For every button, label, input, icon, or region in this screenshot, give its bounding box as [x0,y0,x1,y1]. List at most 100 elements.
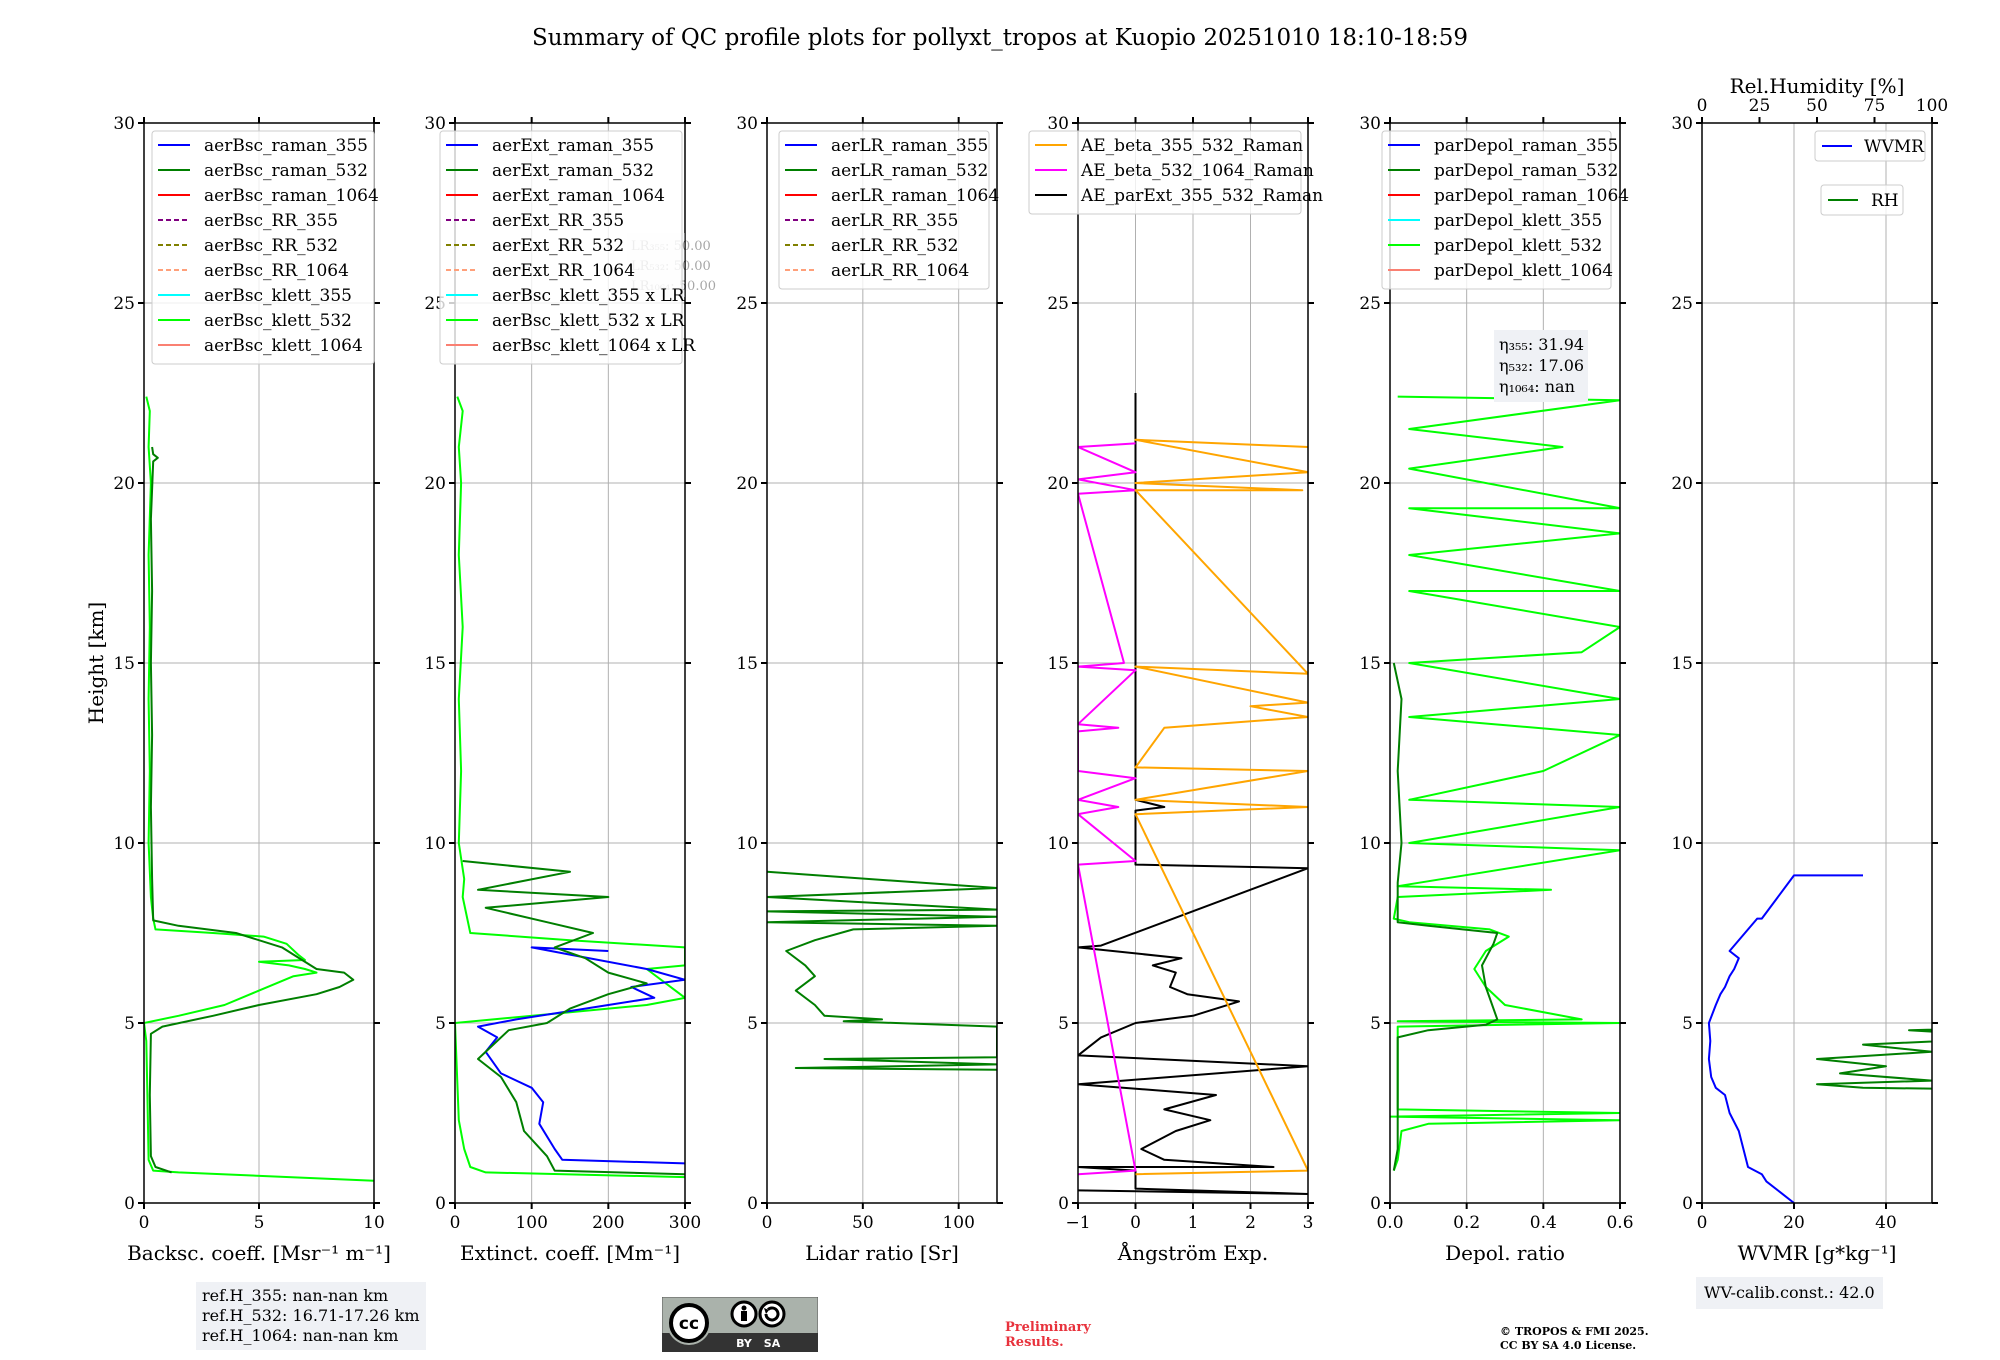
y-tick-label: 15 [1671,654,1693,674]
series-rh [1816,1028,1932,1090]
panel-lidar_ratio: 0 50 100 0 5 10 15 20 25 30 Lidar ratio [Sr] aerLR_… [736,114,1003,1265]
ref-height-1064: ref.H_1064: nan-nan km [202,1326,399,1345]
eta-value: η₃₅₅: 31.94 [1499,335,1584,354]
top-x-tick-label: 0 [1697,96,1708,116]
series-ae-beta-355-532-raman [1134,438,1308,1176]
legend-label: aerExt_RR_532 [492,236,624,256]
panel-backscatter: 0 5 10 0 5 10 15 20 25 30 Backsc. coeff. [Msr⁻¹ m⁻… [113,114,391,1265]
wv-calibration-constant: WV-calib.const.: 42.0 [1704,1283,1875,1302]
y-tick-label: 0 [747,1194,758,1214]
legend: aerExt_raman_355 aerExt_raman_532 aerExt_r… [439,130,696,365]
cc-by-sa-logo: cc BY SA [662,1297,818,1352]
x-tick-label: 200 [592,1213,624,1233]
legend-frame [1028,130,1302,215]
legend-label: aerBsc_klett_532 x LR [492,311,686,331]
svg-text:SA: SA [764,1337,781,1350]
y-tick-label: 25 [1671,294,1693,314]
y-tick-label: 30 [113,114,135,134]
x-tick-label: 0 [1697,1213,1708,1233]
y-tick-label: 10 [1047,834,1069,854]
x-tick-label: 10 [363,1213,385,1233]
legend-wvmr: WVMR [1814,130,1926,162]
legend-label: aerExt_raman_532 [492,161,654,181]
y-tick-label: 0 [1058,1194,1069,1214]
legend: AE_beta_355_532_Raman AE_beta_532_1064_Ra… [1028,130,1323,215]
legend-label: aerLR_RR_355 [831,211,958,231]
legend-label: aerBsc_RR_355 [204,211,338,231]
x-tick-label: −1 [1065,1213,1090,1233]
sa-icon [758,1300,786,1328]
figure-title: Summary of QC profile plots for pollyxt_… [532,25,1468,51]
series-group [1707,874,1932,1203]
y-tick-label: 25 [1047,294,1069,314]
legend-label: RH [1871,191,1899,211]
y-tick-label: 5 [747,1014,758,1034]
y-tick-label: 5 [124,1014,135,1034]
legend-label: WVMR [1864,137,1925,157]
y-tick-label: 20 [424,474,446,494]
panel-depolarization: 0.0 0.2 0.4 0.6 0 5 10 15 20 25 30 Depol. ratio η₃₅₅… [1359,114,1633,1265]
top-x-tick-label: 100 [1916,96,1948,116]
series-group [455,396,685,1179]
legend-label: aerBsc_raman_355 [204,136,368,156]
y-tick-label: 10 [736,834,758,854]
legend-label: aerExt_RR_1064 [492,261,635,281]
y-tick-label: 15 [736,654,758,674]
series-group [767,870,997,1071]
legend-label: aerExt_raman_355 [492,136,654,156]
legend-label: parDepol_raman_1064 [1434,186,1629,206]
legend-label: aerExt_raman_1064 [492,186,665,206]
series-pardepol-raman-532 [1392,662,1499,1171]
y-tick-label: 30 [1047,114,1069,134]
legend-frame [778,130,990,290]
series-ae-parext-355-532-raman [1078,393,1308,1195]
legend-label: aerBsc_raman_1064 [204,186,379,206]
legend-label: aerLR_RR_1064 [831,261,969,281]
x-tick-label: 2 [1245,1213,1256,1233]
y-tick-label: 0 [1370,1194,1381,1214]
series-pardepol-klett-532 [1390,395,1620,1171]
legend-label: aerBsc_klett_355 [204,286,352,306]
y-tick-label: 10 [113,834,135,854]
legend-frame [1820,184,1904,216]
x-axis-label: Extinct. coeff. [Mm⁻¹] [460,1241,680,1265]
legend-label: AE_parExt_355_532_Raman [1080,186,1323,206]
top-x-tick-label: 50 [1806,96,1828,116]
legend-frame [439,130,683,365]
preliminary-line-2: Results. [1005,1335,1064,1350]
series-aerext-raman-532 [462,860,685,1176]
legend-label: aerBsc_klett_1064 x LR [492,336,696,356]
series-group [1390,395,1620,1171]
copyright-note: © TROPOS & FMI 2025. CC BY SA 4.0 Licens… [1500,1325,1649,1353]
y-tick-label: 20 [1047,474,1069,494]
legend-frame [151,130,375,365]
x-tick-label: 0.4 [1530,1213,1557,1233]
series-aerbsc-klett-532 [144,396,374,1182]
x-tick-label: 0.6 [1606,1213,1633,1233]
x-tick-label: 5 [254,1213,265,1233]
legend-frame [1381,130,1612,290]
series-ae-beta-532-1064-raman [1078,442,1137,1176]
y-tick-label: 0 [1682,1194,1693,1214]
wv-calibration-box: WV-calib.const.: 42.0 [1696,1277,1883,1309]
eta-annotation: η₃₅₅: 31.94 η₅₃₂: 17.06 η₁₀₆₄: nan [1494,330,1588,402]
legend-frame [1814,130,1926,162]
series-group [144,396,374,1182]
top-x-tick-label: 25 [1749,96,1771,116]
x-tick-label: 0 [450,1213,461,1233]
legend-label: aerBsc_klett_1064 [204,336,363,356]
y-tick-label: 20 [736,474,758,494]
series-aerbsc-klett-532-x-lr [455,396,685,1179]
y-tick-label: 25 [1359,294,1381,314]
legend-label: aerLR_RR_532 [831,236,958,256]
x-tick-label: 50 [852,1213,874,1233]
y-tick-label: 20 [1671,474,1693,494]
svg-text:BY: BY [736,1337,753,1350]
y-tick-label: 20 [113,474,135,494]
x-tick-label: 0 [139,1213,150,1233]
legend-label: parDepol_klett_355 [1434,211,1602,231]
x-tick-label: 0 [762,1213,773,1233]
y-tick-label: 15 [1047,654,1069,674]
y-tick-label: 15 [424,654,446,674]
